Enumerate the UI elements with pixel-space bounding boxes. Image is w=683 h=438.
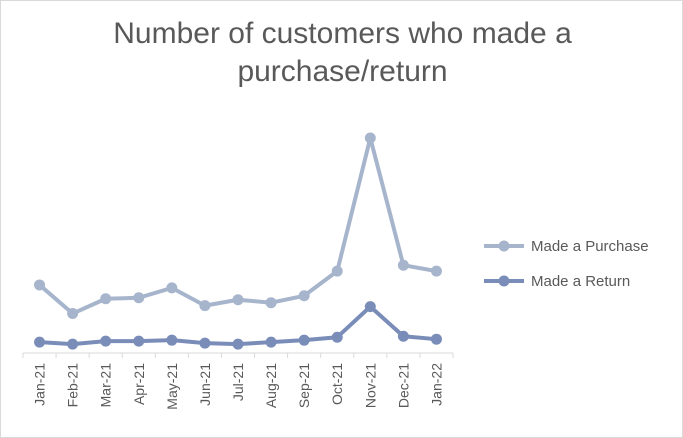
data-point xyxy=(34,336,46,348)
x-tick-label: Oct-21 xyxy=(329,363,345,405)
data-point xyxy=(199,337,211,349)
x-tick-label: Apr-21 xyxy=(131,363,147,405)
x-tick-label: Mar-21 xyxy=(98,363,114,408)
data-point xyxy=(166,282,178,294)
x-tick-label: Nov-21 xyxy=(362,363,378,408)
data-point xyxy=(397,259,409,271)
data-point xyxy=(67,338,79,350)
legend-label-1: Made a Return xyxy=(531,273,630,290)
data-point xyxy=(100,293,112,305)
data-point xyxy=(364,132,376,144)
data-point xyxy=(298,334,310,346)
data-point xyxy=(331,331,343,343)
data-point xyxy=(232,294,244,306)
series-line-1 xyxy=(39,304,437,347)
data-point xyxy=(67,308,79,320)
data-point xyxy=(232,338,244,350)
legend-marker-1 xyxy=(498,275,510,287)
x-tick-label: Aug-21 xyxy=(263,363,279,408)
data-point xyxy=(430,265,442,277)
data-point xyxy=(199,300,211,312)
chart-title: Number of customers who made a purchase/… xyxy=(1,15,683,91)
x-tick-label: Jan-22 xyxy=(428,363,444,406)
x-tick-label: Jan-21 xyxy=(32,363,48,406)
data-point xyxy=(265,336,277,348)
legend-label-0: Made a Purchase xyxy=(531,238,649,255)
data-point xyxy=(364,301,376,313)
legend-marker-0 xyxy=(498,240,510,252)
series-line-0 xyxy=(38,135,437,316)
x-tick-label: Dec-21 xyxy=(395,363,411,408)
data-point xyxy=(265,297,277,309)
chart-title-line2: purchase/return xyxy=(237,55,448,88)
data-point xyxy=(34,279,46,291)
data-point xyxy=(430,333,442,345)
chart-title-line1: Number of customers who made a xyxy=(113,17,572,50)
data-point xyxy=(133,335,145,347)
data-point xyxy=(331,265,343,277)
x-tick-label: Jun-21 xyxy=(197,363,213,406)
data-point xyxy=(298,290,310,302)
x-tick-label: Sep-21 xyxy=(296,363,312,408)
data-point xyxy=(166,334,178,346)
x-tick-label: Jul-21 xyxy=(230,363,246,401)
data-point xyxy=(397,330,409,342)
data-point xyxy=(133,292,145,304)
data-point xyxy=(100,335,112,347)
x-tick-label: Feb-21 xyxy=(65,363,81,408)
x-tick-label: May-21 xyxy=(164,363,180,410)
